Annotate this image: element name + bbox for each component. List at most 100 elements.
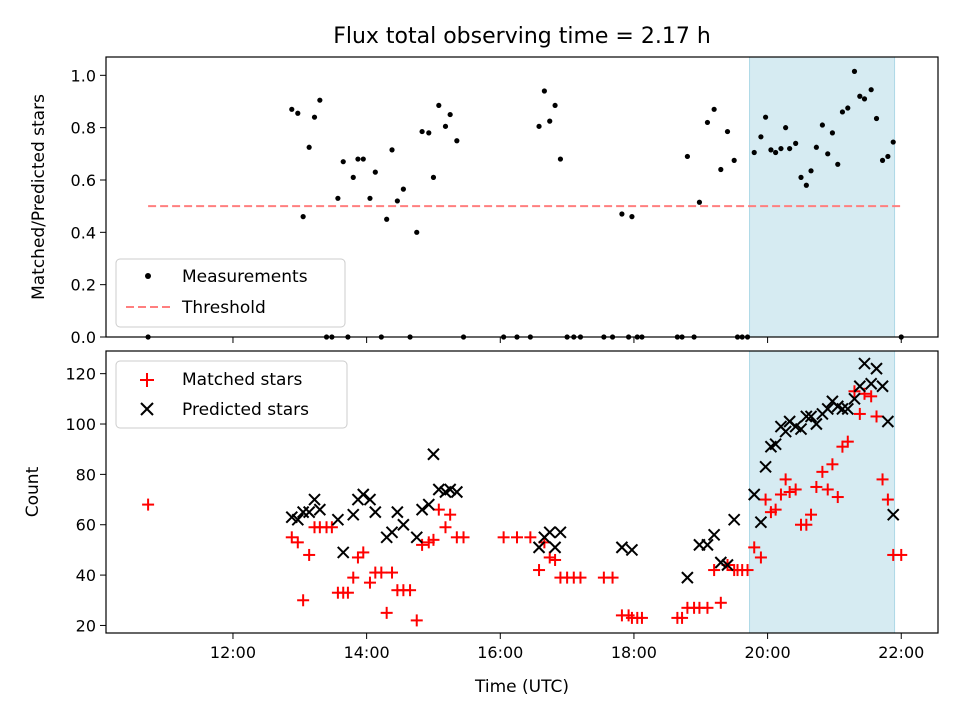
measurement-point [762,114,769,120]
top-highlight-band [749,56,896,338]
matched-star-point [524,531,537,544]
matched-star-point [841,435,854,448]
matched-star-point [769,503,782,516]
predicted-star-point [858,357,871,370]
matched-star-point [606,571,619,584]
predicted-star-point [427,448,440,461]
predicted-star-point [701,538,714,552]
measurement-point [890,139,896,145]
matched-star-point [821,483,834,496]
predicted-star-point [331,513,345,526]
matched-star-point [347,571,360,584]
matched-star-point [789,483,802,496]
matched-star-point [876,473,889,486]
top-axes-frame [105,56,939,338]
matched-star-point [816,465,829,478]
bottom-highlight-band [749,350,896,634]
predicted-star-point [881,415,895,428]
measurement-point [798,174,804,180]
count-panel: 12:00 14:00 16:00 18:00 20:00 22:00 20 40 60 80 10… [23,350,939,697]
matched-star-point [826,458,839,471]
measurement-point [311,114,318,120]
xtick-label: 16:00 [477,643,523,662]
predicted-star-point [876,380,889,393]
measurement-point [340,159,346,165]
bottom-axis-ticks: 12:00 14:00 16:00 18:00 20:00 22:00 20 40 60 80 10… [65,365,924,662]
matched-star-point [386,566,399,579]
predicted-star-point [548,541,562,554]
measurement-point [454,138,460,144]
predicted-star-point [779,425,792,438]
predicted-star-point [836,402,849,416]
measurement-point [829,130,836,136]
matched-star-point [432,503,445,516]
xtick-label: 12:00 [210,643,256,662]
measurement-point [394,198,400,204]
measurement-point [783,125,789,131]
predicted-star-point [313,503,327,516]
matched-star-point [870,410,883,423]
legend-matched-label: Matched stars [182,370,302,390]
measurement-point [355,156,361,162]
predicted-star-point [707,528,721,542]
measurement-point [793,140,799,146]
measurement-point [619,211,625,217]
matched-star-point [836,440,849,453]
matched-star-point [748,541,761,554]
top-ytick-label: 0.2 [71,276,96,295]
predicted-star-point [887,508,900,521]
predicted-star-point [870,362,883,375]
matched-star-point [853,407,866,420]
predicted-star-point [291,513,305,526]
measurement-point [839,109,846,115]
measurement-point [306,144,312,150]
measurement-point [758,134,764,140]
top-ytick-label: 1.0 [71,66,96,85]
predicted-star-point [410,531,423,544]
top-ytick-label: 0.6 [71,171,96,190]
xtick-label: 20:00 [745,643,791,662]
predicted-star-point [848,392,861,406]
matched-star-point [297,594,310,607]
measurement-point [803,182,809,188]
matched-star-point [759,493,772,506]
measurement-point [552,102,558,109]
legend-matched-marker [140,373,154,387]
measurement-point [868,87,874,93]
top-legend-box [115,258,346,328]
predicted-star-point [727,513,741,526]
predicted-star-point [714,556,728,569]
matched-star-point [701,601,714,614]
measurement-point [711,106,717,112]
measurement-point [295,110,301,116]
matched-star-point [285,531,298,544]
top-ytick-label: 0.4 [71,223,96,242]
matched-star-point [543,551,556,564]
predicted-star-point [754,516,768,529]
predicted-star-point [363,493,377,506]
measurement-point [768,147,774,153]
measurement-point [360,156,366,162]
matched-star-point [533,564,546,577]
xtick-label: 18:00 [611,643,657,662]
matched-star-point [497,531,510,544]
bottom-legend-box [115,360,348,429]
matched-star-point [457,531,470,544]
bottom-ylabel: Count [23,466,43,517]
measurement-point [787,145,793,152]
measurement-point [704,119,711,126]
measurement-point [536,123,542,129]
legend-predicted-marker [140,402,154,416]
matched-star-point [741,564,754,577]
measurement-point [825,151,831,157]
matched-star-point [341,586,354,599]
matched-star-point [783,486,796,498]
measurement-point [547,118,553,124]
measurement-point [808,168,814,174]
matched-star-point [865,390,878,403]
matched-star-point [410,614,423,627]
predicted-star-point [543,526,556,539]
matched-star-point [363,576,376,589]
ratio-panel: 0.0 0.2 0.4 0.6 0.8 1.0 Matched/Predicted sta… [29,56,939,347]
